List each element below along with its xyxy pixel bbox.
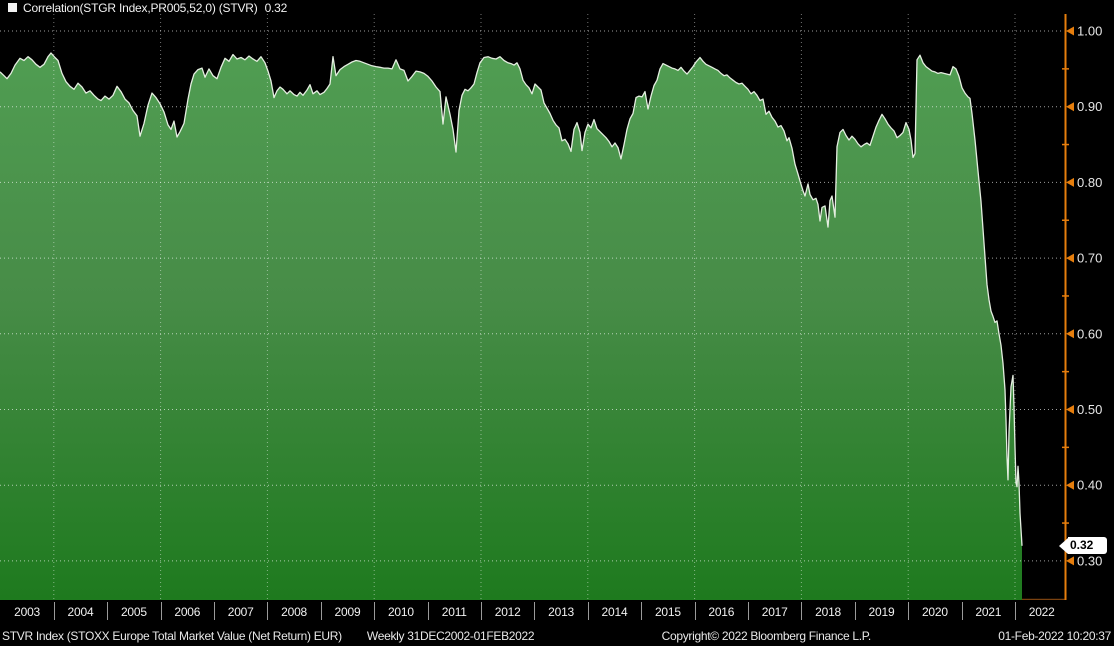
security-description: STVR Index (STOXX Europe Total Market Va… [2,628,342,643]
x-axis-year-separator [374,602,376,620]
x-axis-year-separator [961,602,963,620]
y-tick-label: 0.80 [1077,175,1102,190]
x-axis-year-separator [641,602,643,620]
y-tick-label: 0.50 [1077,402,1102,417]
x-axis-year-separator [534,602,536,620]
y-tick-arrow-icon [1066,102,1074,112]
series-label: Correlation(STGR Index,PR005,52,0) (STVR… [23,0,258,15]
x-axis-year-separator [160,602,162,620]
x-axis-year-separator [694,602,696,620]
y-tick-label: 0.30 [1077,553,1102,568]
status-bar: STVR Index (STOXX Europe Total Market Va… [0,625,1114,646]
timestamp-text: 01-Feb-2022 10:20:37 [998,628,1111,643]
x-axis-year-separator [107,602,109,620]
y-tick-label: 0.70 [1077,251,1102,266]
last-value-tag-arrow-icon [1059,537,1068,554]
year-label: 2019 [868,605,895,619]
year-label: 2003 [14,605,41,619]
year-label: 2006 [174,605,201,619]
year-label: 2010 [387,605,414,619]
year-label: 2014 [601,605,628,619]
year-label: 2012 [494,605,521,619]
x-axis-strip: 2003 2004 2005 2006 2007 2008 2009 2010 2011 2012… [0,600,1065,624]
year-label: 2018 [815,605,842,619]
legend-bar: Correlation(STGR Index,PR005,52,0) (STVR… [0,0,1114,15]
year-label: 2011 [441,605,467,619]
year-label: 2009 [334,605,361,619]
y-tick-arrow-icon [1066,177,1074,187]
x-axis-year-separator [1015,602,1016,620]
year-label: 2016 [708,605,735,619]
y-tick-arrow-icon [1066,329,1074,339]
year-label: 2017 [761,605,788,619]
x-axis-year-separator [427,602,429,620]
year-label: 2022 [1028,605,1055,619]
periodicity-range: Weekly 31DEC2002-01FEB2022 [366,628,535,643]
y-tick-label: 0.90 [1077,99,1102,114]
x-axis-year-separator [481,602,482,620]
y-tick-label: 0.60 [1077,326,1102,341]
x-axis-year-separator [801,602,803,620]
y-tick-arrow-icon [1066,26,1074,36]
series-current-value: 0.32 [264,0,288,15]
year-label: 2021 [975,605,1002,619]
x-axis-year-separator [854,602,856,620]
last-value-tag-text: 0.32 [1068,537,1108,554]
x-axis-year-separator [267,602,269,620]
year-label: 2015 [654,605,681,619]
year-label: 2008 [281,605,308,619]
x-axis-year-separator [214,602,215,620]
y-tick-label: 1.00 [1077,24,1102,39]
year-label: 2013 [548,605,575,619]
y-tick-arrow-icon [1066,480,1074,490]
year-label: 2020 [921,605,948,619]
x-axis-year-separator [908,602,910,620]
year-label: 2007 [227,605,254,619]
status-left-zone: STVR Index (STOXX Europe Total Market Va… [0,629,662,643]
area-fill [0,53,1022,600]
y-tick-arrow-icon [1066,405,1074,414]
x-axis-year-separator [320,602,322,620]
year-label: 2005 [120,605,147,619]
chart-plot-area[interactable]: 1.00 0.90 0.80 0.70 0.60 0.50 0.40 0.30 [0,14,1114,600]
series-line [0,52,1023,546]
x-axis-year-separator [53,602,55,620]
x-axis-year-separator [587,602,589,620]
series-swatch-icon [8,3,17,12]
last-value-tag: 0.32 [1059,537,1108,554]
x-axis-year-separator [748,602,749,620]
y-tick-label: 0.40 [1077,478,1102,493]
copyright-text: Copyright© 2022 Bloomberg Finance L.P. [661,628,872,643]
year-label: 2004 [67,605,94,619]
y-tick-arrow-icon [1066,253,1074,263]
y-tick-arrow-icon [1066,556,1074,566]
